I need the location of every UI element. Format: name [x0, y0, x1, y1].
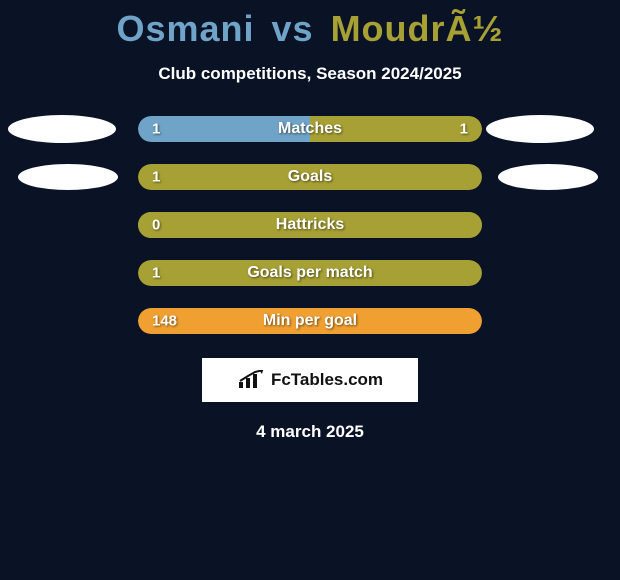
logo-box[interactable]: FcTables.com	[202, 358, 418, 402]
stat-label: Matches	[278, 120, 342, 138]
stat-value-left: 1	[152, 169, 160, 186]
stat-label: Goals	[288, 168, 332, 186]
stat-value-left: 1	[152, 121, 160, 138]
stat-value-left: 1	[152, 265, 160, 282]
stat-value-left: 148	[152, 313, 177, 330]
subtitle: Club competitions, Season 2024/2025	[158, 64, 461, 84]
stat-value-left: 0	[152, 217, 160, 234]
date: 4 march 2025	[256, 422, 364, 442]
stat-row: Matches 1 1	[0, 116, 620, 142]
stat-label: Hattricks	[276, 216, 344, 234]
stat-row: Goals 1	[0, 164, 620, 190]
ellipse-left	[8, 115, 116, 143]
ellipse-right	[498, 164, 598, 190]
bar-wrap: Min per goal 148	[138, 308, 482, 334]
chart-icon	[237, 370, 265, 390]
bar-wrap: Goals per match 1	[138, 260, 482, 286]
stat-row: Goals per match 1	[0, 260, 620, 286]
stat-value-right: 1	[460, 121, 468, 138]
title-player2: MoudrÃ½	[331, 8, 504, 49]
ellipse-left	[18, 164, 118, 190]
title-vs: vs	[266, 8, 320, 49]
stat-label: Min per goal	[263, 312, 357, 330]
title-player1: Osmani	[116, 8, 254, 49]
page-title: Osmani vs MoudrÃ½	[116, 8, 503, 50]
ellipse-right	[486, 115, 594, 143]
logo-text: FcTables.com	[271, 370, 383, 390]
stat-label: Goals per match	[247, 264, 372, 282]
bar-wrap: Goals 1	[138, 164, 482, 190]
stat-row: Min per goal 148	[0, 308, 620, 334]
bar-wrap: Matches 1 1	[138, 116, 482, 142]
bar-wrap: Hattricks 0	[138, 212, 482, 238]
stat-row: Hattricks 0	[0, 212, 620, 238]
stats-block: Matches 1 1 Goals 1 Hattricks 0 Goals per match…	[0, 116, 620, 334]
